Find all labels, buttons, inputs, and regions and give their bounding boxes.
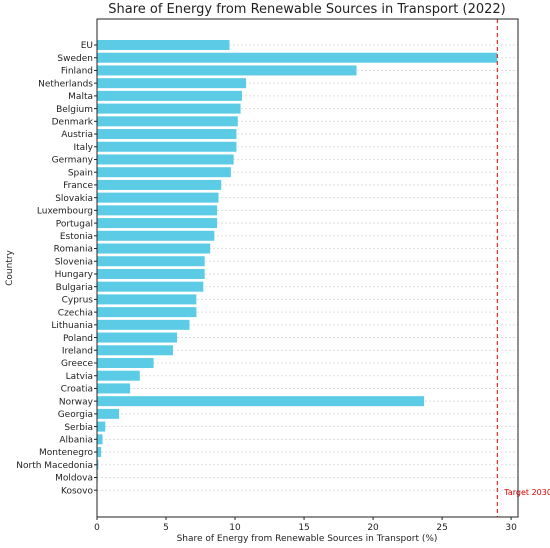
x-tick-label: 0: [94, 523, 100, 533]
y-tick-label: Albania: [59, 436, 93, 446]
y-tick-label: Estonia: [60, 232, 93, 242]
bar-poland: [97, 332, 178, 343]
y-tick-label: Italy: [73, 143, 93, 153]
chart-title: Share of Energy from Renewable Sources i…: [108, 2, 506, 17]
bars-layer: [97, 40, 498, 483]
y-tick-label: Denmark: [52, 118, 94, 128]
y-tick-label: Romania: [54, 245, 93, 255]
x-tick-label: 15: [298, 523, 309, 533]
y-tick-label: Luxembourg: [37, 207, 93, 217]
y-tick-label: Croatia: [61, 385, 93, 395]
x-tick-label: 10: [229, 523, 241, 533]
y-tick-label: Spain: [68, 168, 93, 178]
y-tick-label: Moldova: [55, 474, 93, 484]
y-tick-label: Finland: [61, 67, 93, 77]
y-tick-label: Serbia: [64, 423, 93, 433]
y-tick-label: Hungary: [55, 270, 94, 280]
y-tick-labels: EU Sweden Finland Netherlands Malta Belgium De…: [16, 41, 97, 496]
bar-georgia: [97, 408, 120, 419]
bar-czechia: [97, 307, 197, 318]
y-tick-label: Austria: [61, 130, 93, 140]
bar-malta: [97, 90, 242, 101]
y-tick-label: Latvia: [66, 372, 93, 382]
y-tick-label: Bulgaria: [56, 283, 93, 293]
y-tick-label: Portugal: [56, 219, 93, 229]
bar-slovakia: [97, 192, 219, 203]
bar-cyprus: [97, 294, 197, 305]
x-tick-label: 30: [505, 523, 517, 533]
bar-greece: [97, 358, 154, 368]
bar-eu: [97, 40, 230, 50]
y-tick-label: Slovakia: [55, 194, 93, 204]
y-tick-label: Belgium: [56, 105, 93, 115]
y-tick-label: Poland: [63, 334, 93, 344]
bar-north-macedonia: [97, 459, 99, 470]
y-tick-label: Kosovo: [61, 486, 93, 496]
x-tick-label: 5: [163, 523, 169, 533]
y-tick-label: Malta: [68, 92, 93, 102]
bar-ireland: [97, 345, 173, 356]
y-tick-label: Montenegro: [39, 448, 93, 458]
y-tick-label: Slovenia: [55, 257, 93, 267]
x-tick-label: 25: [436, 523, 447, 533]
x-tick-label: 20: [367, 523, 379, 533]
bar-denmark: [97, 116, 238, 127]
x-axis-title: Share of Energy from Renewable Sources i…: [177, 534, 438, 544]
bar-norway: [97, 396, 425, 407]
plot-frame: [96, 18, 519, 518]
bar-italy: [97, 141, 237, 152]
target-layer: Target 2030: [496, 19, 550, 517]
y-axis-title: Country: [5, 249, 15, 285]
y-tick-label: Georgia: [58, 410, 93, 420]
bar-montenegro: [97, 447, 102, 458]
bar-finland: [97, 65, 357, 76]
y-tick-label: Czechia: [58, 308, 93, 318]
bar-spain: [97, 167, 231, 178]
bar-bulgaria: [97, 281, 204, 292]
bar-portugal: [97, 218, 218, 229]
bar-netherlands: [97, 78, 247, 89]
bar-lithuania: [97, 319, 190, 330]
y-tick-label: Netherlands: [38, 79, 93, 89]
bar-luxembourg: [97, 205, 218, 216]
bar-albania: [97, 434, 103, 445]
bar-serbia: [97, 421, 106, 432]
y-tick-label: Sweden: [57, 54, 93, 64]
y-tick-label: Cyprus: [62, 296, 94, 306]
bar-romania: [97, 243, 211, 254]
bar-croatia: [97, 383, 131, 394]
y-tick-label: Lithuania: [51, 321, 93, 331]
bar-sweden: [97, 52, 498, 63]
bar-germany: [97, 154, 234, 165]
bar-hungary: [97, 268, 205, 279]
y-tick-label: France: [63, 181, 93, 191]
y-tick-label: Germany: [52, 156, 94, 166]
y-tick-label: EU: [81, 41, 93, 51]
y-tick-label: Norway: [59, 397, 94, 407]
bar-belgium: [97, 103, 241, 114]
target-label: Target 2030: [503, 488, 550, 497]
bar-france: [97, 179, 222, 190]
bar-austria: [97, 129, 237, 140]
bar-latvia: [97, 370, 140, 381]
bar-slovenia: [97, 256, 205, 267]
x-tick-labels: 0 5 10 15 20 25 30: [94, 517, 517, 533]
bar-estonia: [97, 230, 215, 241]
y-tick-label: North Macedonia: [16, 461, 93, 471]
y-tick-label: Ireland: [62, 346, 93, 356]
y-tick-label: Greece: [61, 359, 93, 369]
